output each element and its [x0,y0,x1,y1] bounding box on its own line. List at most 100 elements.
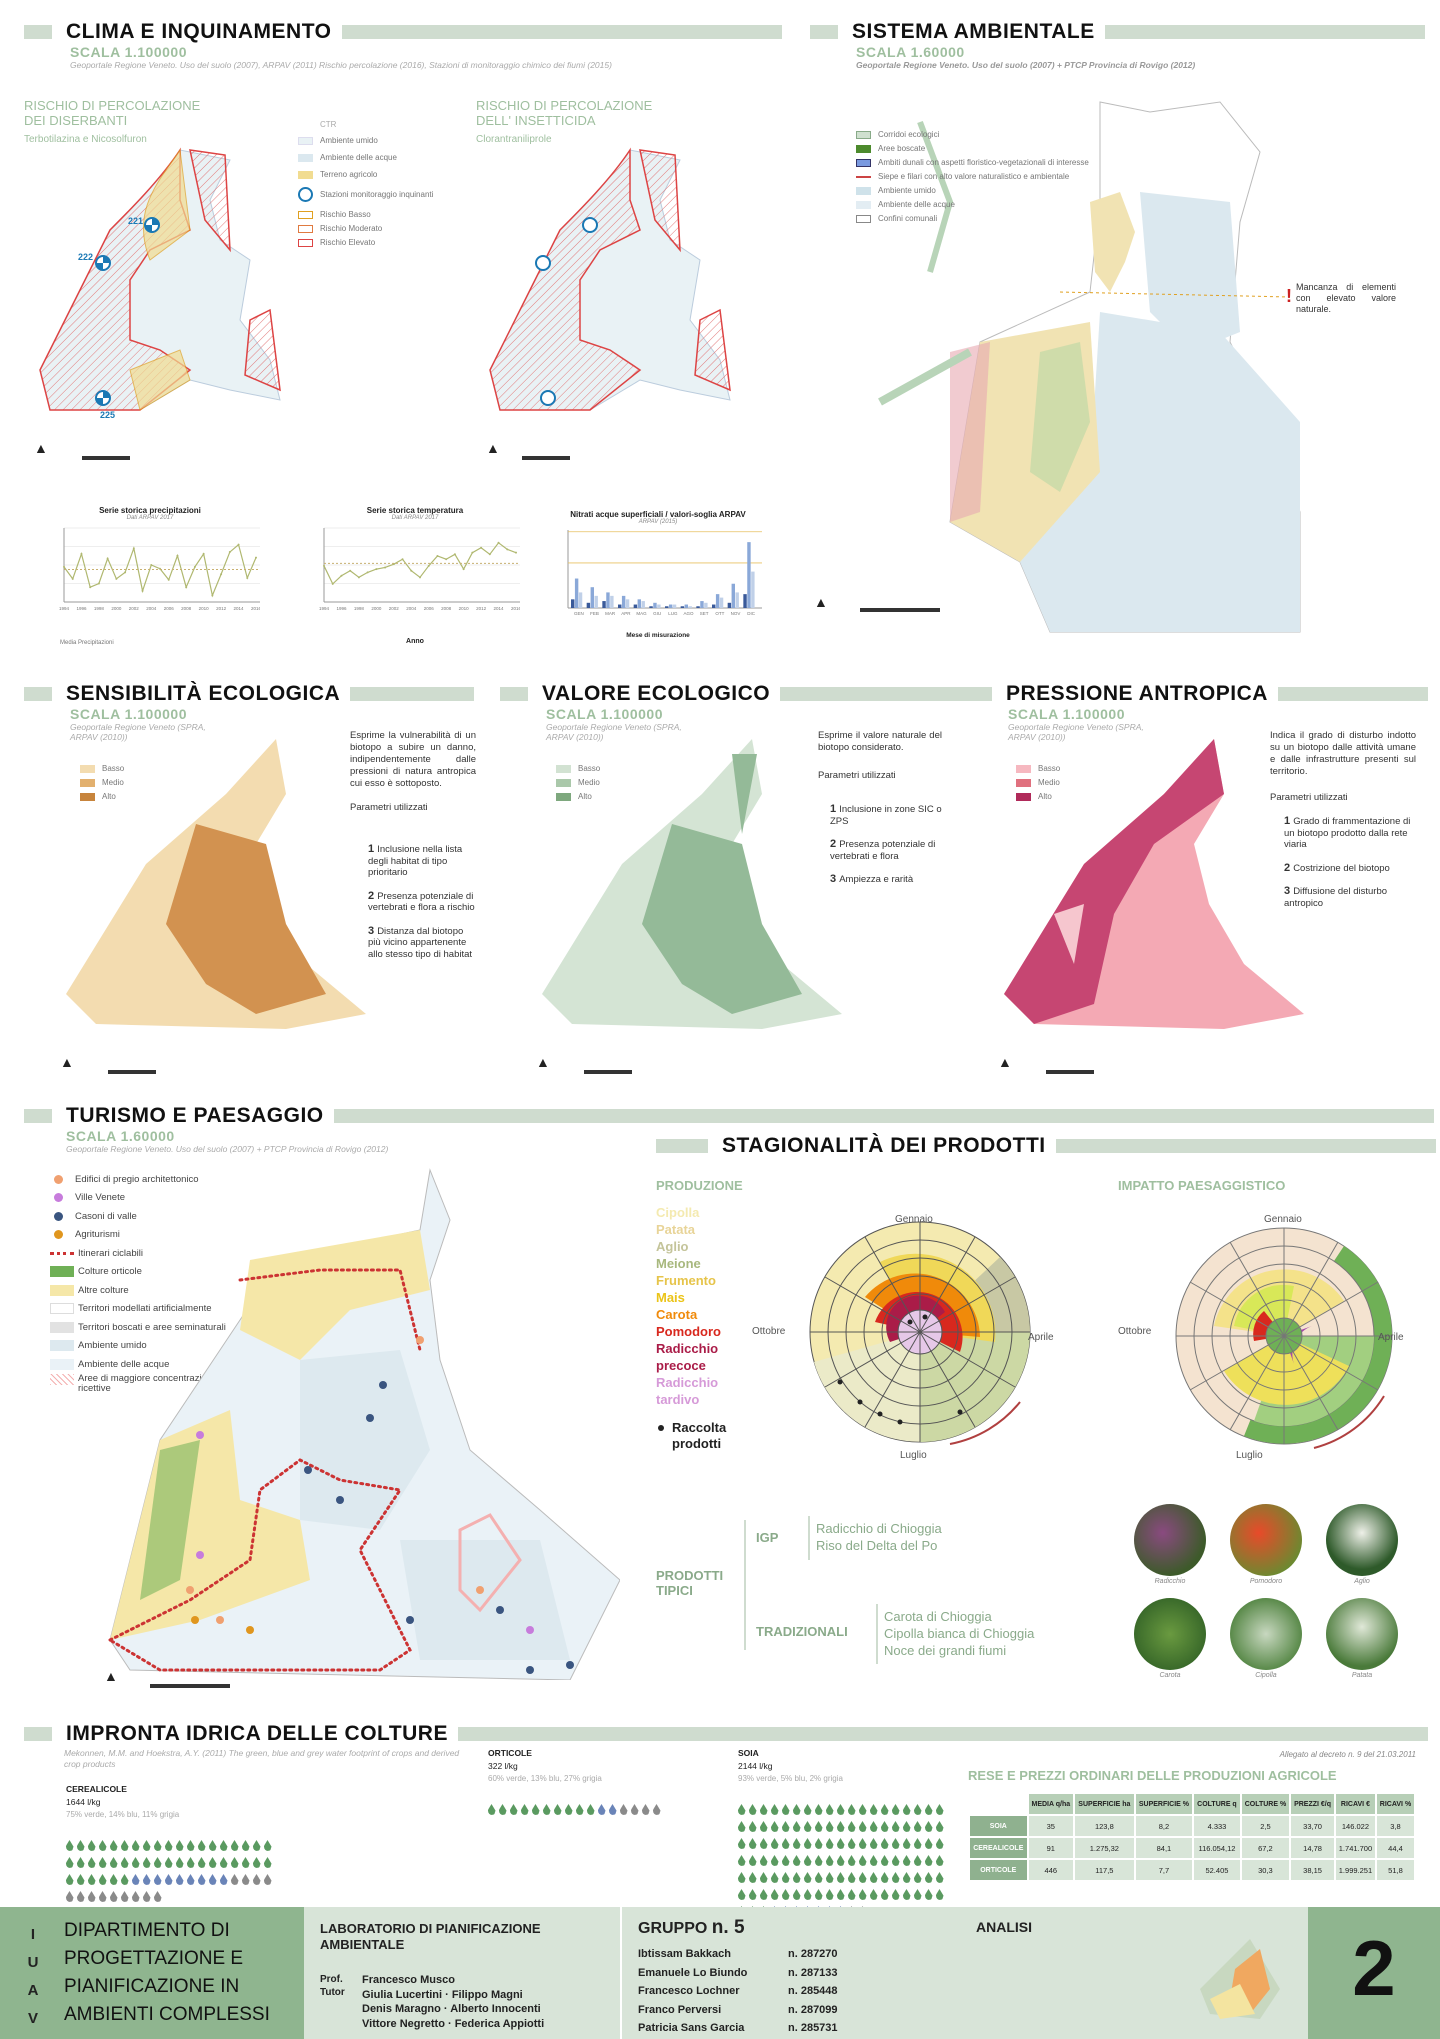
bar [665,606,669,608]
water-drop-icon [891,1838,900,1849]
tick-label: 2002 [389,606,400,611]
water-drop-icon [608,1804,617,1815]
water-drop-icon [836,1821,845,1832]
water-drop-icon [880,1821,889,1832]
water-drop-icon [186,1874,195,1885]
water-drop-icon [748,1804,757,1815]
pressione-params-head: Parametri utilizzati [1270,792,1348,803]
water-drop-icon [880,1804,889,1815]
north-arrow-icon: ▲ [60,1054,74,1070]
dept-panel [0,1907,304,2039]
chart1-sub: Dati ARPAV 2017 [126,515,174,521]
data-point [80,552,83,555]
tick-label: 2004 [406,606,417,611]
water-drop-icon [814,1855,823,1866]
data-point [211,594,214,597]
bar [586,602,591,608]
water-drop-icon [487,1804,496,1815]
data-point [515,551,517,554]
water-drop-icon [76,1874,85,1885]
water-drop-icon [630,1804,639,1815]
photo-radicchio [1134,1504,1206,1576]
water-drop-icon [164,1874,173,1885]
impatto-radial-chart [1175,1227,1393,1449]
tick-label: 2000 [111,606,122,611]
water-drop-icon [759,1821,768,1832]
tick-label: MAR [605,611,616,616]
water-drop-icon [803,1804,812,1815]
data-point [488,553,491,556]
water-drop-icon [142,1840,151,1851]
bar [641,601,645,608]
sensibilita-params: 1 Inclusione nella lista degli habitat d… [368,843,475,960]
sistema-source: Geoportale Regione Veneto. Uso del suolo… [856,60,1196,70]
north-arrow-icon: ▲ [34,440,48,456]
water-drop-icon [847,1872,856,1883]
data-point [193,565,196,568]
water-drop-icon [935,1804,944,1815]
tick-label: 2008 [441,606,452,611]
sensibilita-map [66,739,366,1029]
water-drop-icon [131,1857,140,1868]
sensibilita-legend: Basso Medio Alto [80,764,124,806]
water-drop-icon [120,1857,129,1868]
analisi-label: ANALISI [976,1919,1032,1935]
temperature-chart: 1994 1996 1998 2000 2002 2004 2006 2008 2010 2012… [319,527,520,611]
water-drop-icon [770,1889,779,1900]
water-drop-icon [263,1874,272,1885]
bar [719,597,724,608]
map2-title: RISCHIO DI PERCOLAZIONE DELL' INSETTICID… [476,98,653,128]
water-drop-icon [564,1804,573,1815]
month-luglio-1: Luglio [900,1450,927,1461]
water-drop-icon [737,1821,746,1832]
sensibilita-desc: Esprime la vulnerabilità di un biotopo a… [350,730,476,789]
caption-radicchio: Radicchio [1154,1578,1186,1585]
tick-label: SET [700,611,709,616]
igp-label: IGP [756,1530,779,1545]
water-drop-icon [153,1840,162,1851]
crop-soia-name: SOIA [738,1748,759,1758]
scale-bar [860,608,940,612]
member-list: Ibtissam Bakkach Emanuele Lo Biundo France… [638,1948,748,2034]
pressione-desc: Indica il grado di disturbo indotto su u… [1270,730,1416,777]
water-drop-icon [542,1804,551,1815]
water-drop-icon [98,1891,107,1902]
tick-label: LUG [668,611,678,616]
clima-scale: SCALA 1.100000 [70,44,187,60]
data-point [453,553,456,556]
chart2-xlabel: Anno [406,638,424,645]
water-drop-icon [241,1840,250,1851]
water-drop-icon [586,1804,595,1815]
bar [751,571,755,608]
water-drop-icon [87,1874,96,1885]
station-icon [298,187,313,202]
sistema-title: SISTEMA AMBIENTALE [810,20,1425,44]
water-drop-icon [142,1874,151,1885]
water-drop-icon [619,1804,628,1815]
water-drop-icon [748,1821,757,1832]
month-aprile-1: Aprile [1028,1332,1054,1343]
bar [637,599,641,608]
water-drop-icon [891,1855,900,1866]
water-drop-icon [913,1889,922,1900]
water-drop-icon [814,1821,823,1832]
water-drop-icon [913,1804,922,1815]
igp-divider [808,1516,810,1560]
prof-label: Prof. Tutor [320,1974,345,1998]
water-drop-icon [737,1889,746,1900]
water-drop-icon [759,1889,768,1900]
chart3-xlabel: Mese di misurazione [626,632,690,639]
water-drop-icon [219,1874,228,1885]
bar [704,602,708,608]
data-point [63,565,65,568]
water-drop-icon [553,1804,562,1815]
data-point [167,578,170,581]
bar [574,578,579,608]
water-drop-icon [913,1838,922,1849]
water-drop-icon [142,1857,151,1868]
north-arrow-icon: ▲ [104,1668,118,1684]
caption-carota: Carota [1159,1672,1181,1679]
data-point [410,569,413,572]
water-drop-icon [241,1874,250,1885]
caption-aglio: Aglio [1354,1578,1370,1585]
